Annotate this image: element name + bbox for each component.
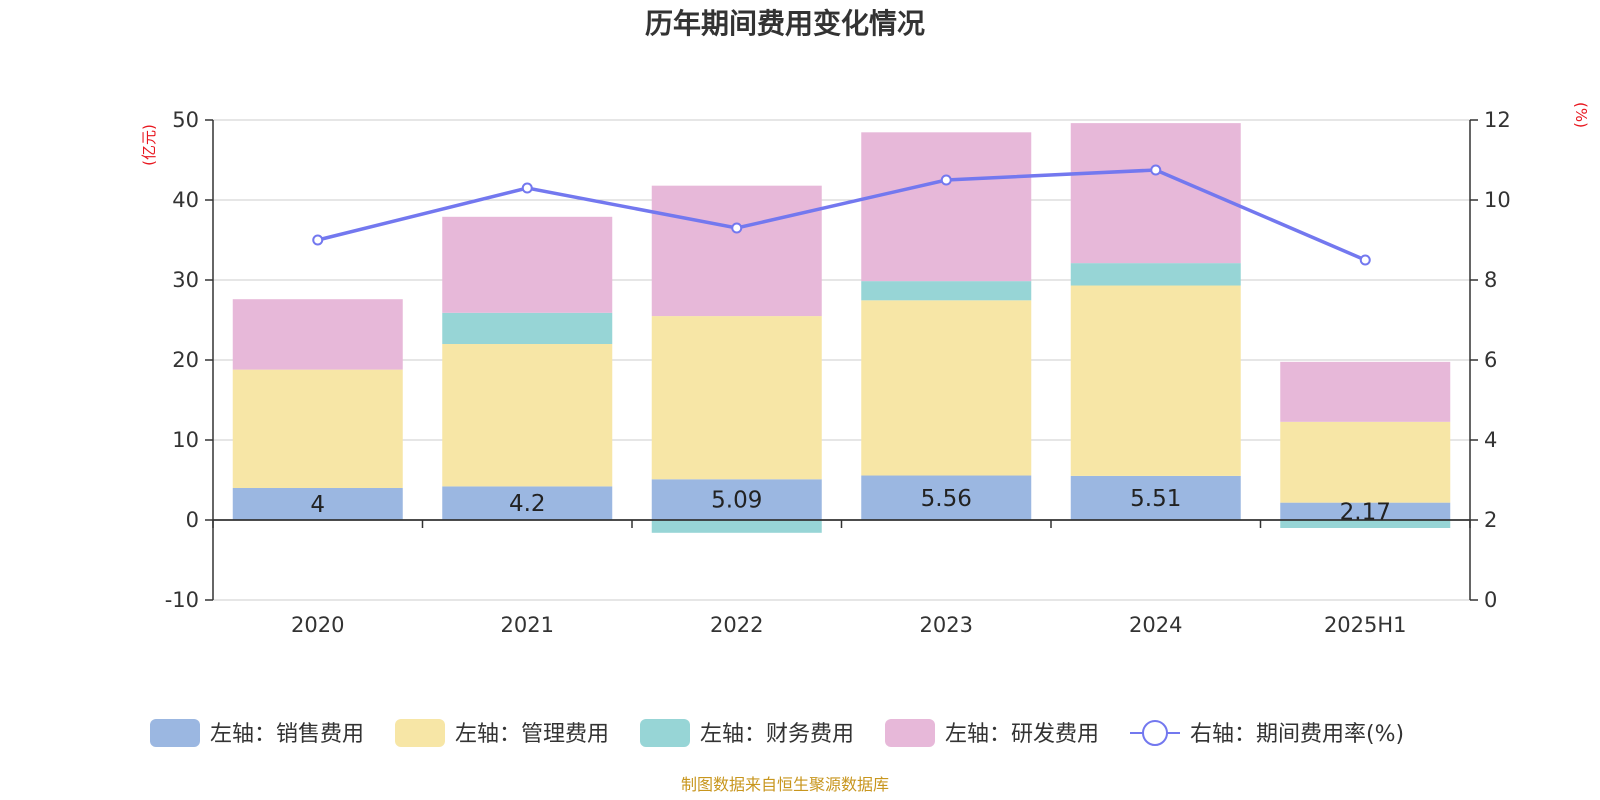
bar-segment	[1280, 502, 1451, 520]
legend-swatch	[395, 719, 445, 747]
right-axis-tick-label: 4	[1484, 428, 1497, 452]
right-axis-tick-label: 2	[1484, 508, 1497, 532]
axes: -10 0 10 20 30 40 50 0 2 4 6 8 10 12 2020 2021 2022 2023 2…	[165, 108, 1511, 637]
bar-data-label: 2.17	[1340, 499, 1391, 525]
bar-segment	[861, 300, 1032, 476]
left-axis-tick-label: 0	[186, 508, 199, 532]
rate-point	[521, 182, 533, 194]
left-axis-tick-label: 50	[172, 108, 199, 132]
bar-segment	[861, 281, 1032, 301]
bar-data-label: 5.56	[921, 486, 972, 512]
right-axis-tick-label: 0	[1484, 588, 1497, 612]
bar-segment	[1070, 475, 1241, 520]
right-axis-tick-label: 12	[1484, 108, 1511, 132]
legend-swatch	[150, 719, 200, 747]
bar-segment	[1070, 123, 1241, 264]
bar-segment	[442, 216, 613, 313]
bars	[232, 123, 1451, 533]
bar-segment	[232, 299, 403, 370]
legend-swatch	[640, 719, 690, 747]
bar-segment	[651, 479, 822, 520]
left-axis-tick-label: 30	[172, 268, 199, 292]
rate-point	[1359, 254, 1371, 266]
legend-label: 左轴：销售费用	[210, 722, 364, 747]
rate-point	[1150, 164, 1162, 176]
rate-point	[731, 222, 743, 234]
x-axis-tick-label: 2022	[710, 613, 763, 637]
bar-segment	[442, 344, 613, 487]
bar-segment	[651, 316, 822, 480]
bar-segment	[1070, 285, 1241, 476]
bar-segment	[861, 475, 1032, 520]
rate-point	[312, 234, 324, 246]
x-axis-tick-label: 2024	[1129, 613, 1182, 637]
grid	[213, 119, 1470, 601]
bar-segment	[232, 369, 403, 488]
x-axis-tick-label: 2023	[920, 613, 973, 637]
bar-data-label: 4	[310, 492, 325, 518]
left-axis-tick-label: 10	[172, 428, 199, 452]
data-labels: 4 4.2 5.09 5.56 5.51 2.17	[310, 486, 1390, 526]
left-axis-unit: (亿元)	[140, 124, 158, 166]
bar-segment	[232, 488, 403, 520]
rate-line-path	[317, 168, 1366, 262]
legend-label: 左轴：管理费用	[455, 722, 609, 747]
bar-segment	[442, 312, 613, 344]
right-axis-unit: (%)	[1572, 102, 1590, 128]
bar-segment	[651, 520, 822, 533]
legend-marker	[1142, 720, 1168, 746]
legend-swatch	[885, 719, 935, 747]
bar-segment	[1280, 421, 1451, 503]
x-axis-tick-label: 2021	[501, 613, 554, 637]
x-axis-tick-label: 2020	[291, 613, 344, 637]
source-note: 制图数据来自恒生聚源数据库	[681, 775, 889, 794]
bar-data-label: 4.2	[509, 491, 546, 517]
bar-segment	[1280, 361, 1451, 422]
right-axis-tick-label: 8	[1484, 268, 1497, 292]
legend-label: 右轴：期间费用率(%)	[1190, 722, 1404, 747]
rate-line	[312, 164, 1371, 266]
bar-segment	[861, 132, 1032, 282]
rate-point	[940, 174, 952, 186]
bar-data-label: 5.09	[711, 488, 762, 514]
left-axis-tick-label: 20	[172, 348, 199, 372]
chart-title: 历年期间费用变化情况	[645, 7, 925, 40]
legend-label: 左轴：财务费用	[700, 722, 854, 747]
right-axis-tick-label: 6	[1484, 348, 1497, 372]
bar-segment	[442, 486, 613, 520]
right-axis-tick-label: 10	[1484, 188, 1511, 212]
bar-data-label: 5.51	[1130, 486, 1181, 512]
left-axis-tick-label: 40	[172, 188, 199, 212]
legend: 左轴：销售费用 左轴：管理费用 左轴：财务费用 左轴：研发费用 右轴：期间费用率(%)	[150, 719, 1404, 747]
bar-segment	[651, 185, 822, 317]
x-axis-tick-label: 2025H1	[1324, 613, 1407, 637]
left-axis-tick-label: -10	[165, 588, 199, 612]
bar-segment	[1070, 263, 1241, 286]
bar-segment	[1280, 520, 1451, 528]
legend-label: 左轴：研发费用	[945, 722, 1099, 747]
